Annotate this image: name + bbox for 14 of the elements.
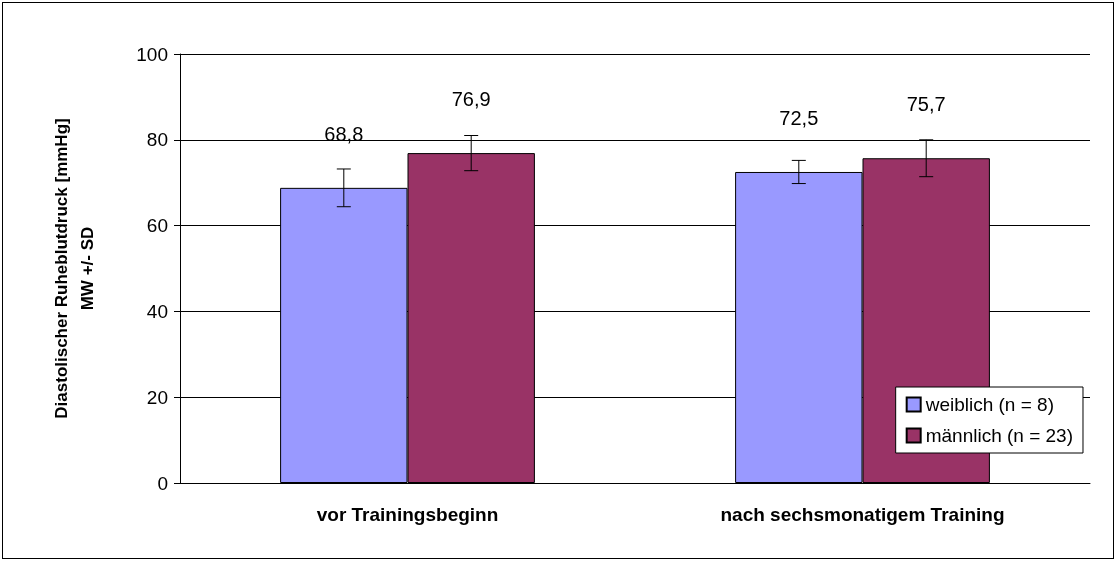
y-tick-label: 80 (146, 129, 168, 151)
text: 75,7 (906, 93, 946, 116)
y-tick-label: 100 (136, 43, 168, 65)
legend-label: männlich (n = 23) (925, 425, 1073, 446)
y-tick-label: 40 (146, 300, 168, 322)
text: 76,9 (451, 88, 491, 111)
legend-label: weiblich (n = 8) (924, 394, 1054, 415)
y-axis-title: Diastolischer Ruheblutdruck [mmHg] MW +/- SD (51, 118, 97, 419)
y-tick-label: 60 (146, 215, 168, 237)
y-tick-label: 0 (157, 472, 168, 494)
x-tick-label: vor Trainingsbeginn (316, 504, 499, 525)
x-tick-label: nach sechsmonatigem Training (720, 504, 1005, 525)
y-tick-label: 20 (146, 386, 168, 408)
text: 72,5 (779, 106, 819, 129)
